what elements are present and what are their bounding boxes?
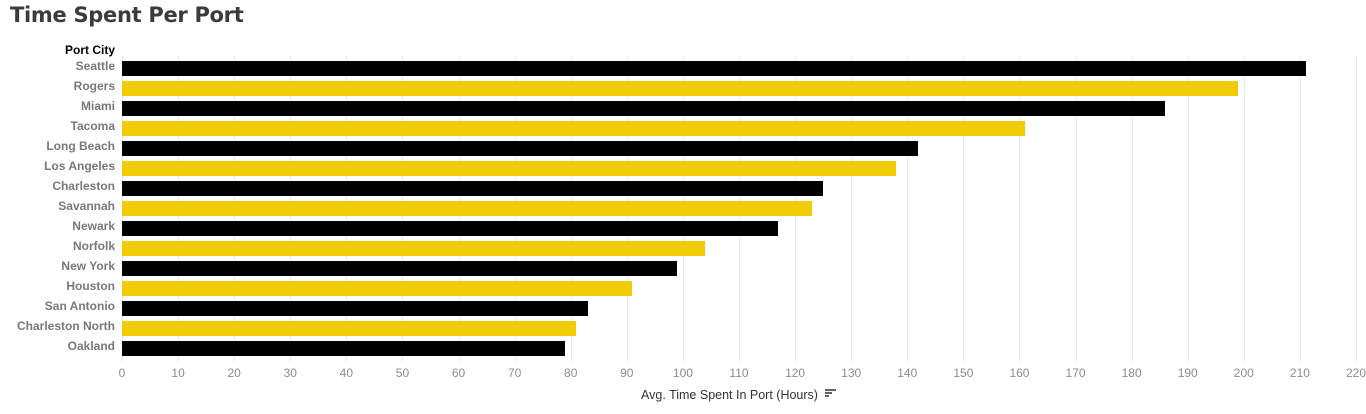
row-label-charleston[interactable]: Charleston [52,179,115,193]
row-label-new-york[interactable]: New York [61,259,115,273]
bar-miami[interactable] [122,101,1166,116]
row-label-savannah[interactable]: Savannah [58,199,115,213]
x-tick-220: 220 [1345,366,1366,380]
gridline [1075,56,1077,362]
x-tick-70: 70 [507,366,522,380]
row-label-newark[interactable]: Newark [72,219,115,233]
bar-tacoma[interactable] [122,121,1026,136]
x-axis-title-wrap: Avg. Time Spent In Port (Hours) [122,388,1356,402]
sort-descending-icon[interactable] [824,389,837,400]
sort-bar-long [824,389,836,391]
x-tick-210: 210 [1289,366,1310,380]
bar-newark[interactable] [122,221,779,236]
x-tick-140: 140 [897,366,918,380]
x-tick-170: 170 [1065,366,1086,380]
sort-bar-short [824,395,829,397]
x-tick-150: 150 [953,366,974,380]
gridline [1356,56,1357,362]
x-tick-30: 30 [283,366,297,380]
row-label-seattle[interactable]: Seattle [75,59,115,73]
x-tick-0: 0 [118,366,126,380]
bar-charleston[interactable] [122,181,824,196]
gridline [963,56,965,362]
gridline [1131,56,1133,362]
row-label-charleston-north[interactable]: Charleston North [16,319,115,333]
bar-rogers[interactable] [122,81,1239,96]
bar-houston[interactable] [122,281,633,296]
row-label-norfolk[interactable]: Norfolk [73,239,115,253]
row-labels-column: Seattle Rogers Miami Tacoma Long Beach Los An… [0,56,115,362]
bar-long-beach[interactable] [122,141,919,156]
bar-seattle[interactable] [122,61,1306,76]
x-tick-10: 10 [171,366,185,380]
x-tick-120: 120 [785,366,806,380]
row-label-houston[interactable]: Houston [66,279,115,293]
gridline [851,56,853,362]
chart-title: Time Spent Per Port [10,3,244,27]
sort-bar-medium [824,392,832,394]
x-tick-40: 40 [339,366,354,380]
x-tick-110: 110 [729,366,749,380]
bar-savannah[interactable] [122,201,812,216]
bar-new-york[interactable] [122,261,678,276]
gridline [907,56,909,362]
row-label-miami[interactable]: Miami [80,99,115,113]
plot-area [122,56,1357,362]
x-axis-tick-labels: 0 10 20 30 40 50 60 70 80 90 100 110 120 130 140 150 160… [118,366,1366,382]
bar-charleston-north[interactable] [122,321,577,336]
x-tick-60: 60 [451,366,466,380]
x-axis-title: Avg. Time Spent In Port (Hours) [641,388,818,402]
gridline [1187,56,1189,362]
bar-norfolk[interactable] [122,241,706,256]
gridline [1243,56,1245,362]
x-tick-80: 80 [564,366,578,380]
x-tick-90: 90 [620,366,634,380]
x-tick-100: 100 [672,366,693,380]
x-tick-50: 50 [395,366,410,380]
x-tick-180: 180 [1121,366,1142,380]
x-tick-160: 160 [1009,366,1030,380]
x-tick-130: 130 [841,366,862,380]
row-label-oakland[interactable]: Oakland [67,339,115,353]
x-tick-20: 20 [227,366,241,380]
row-label-san-antonio[interactable]: San Antonio [44,299,115,313]
row-header-port-city: Port City [64,43,115,57]
x-tick-190: 190 [1177,366,1198,380]
gridline [1019,56,1021,362]
bar-san-antonio[interactable] [122,301,588,316]
gridline [1299,56,1301,362]
bar-oakland[interactable] [122,341,566,356]
row-label-tacoma[interactable]: Tacoma [70,119,115,133]
row-label-rogers[interactable]: Rogers [73,79,115,93]
bar-los-angeles[interactable] [122,161,897,176]
row-label-los-angeles[interactable]: Los Angeles [44,159,115,173]
x-tick-200: 200 [1233,366,1254,380]
row-label-long-beach[interactable]: Long Beach [46,139,115,153]
